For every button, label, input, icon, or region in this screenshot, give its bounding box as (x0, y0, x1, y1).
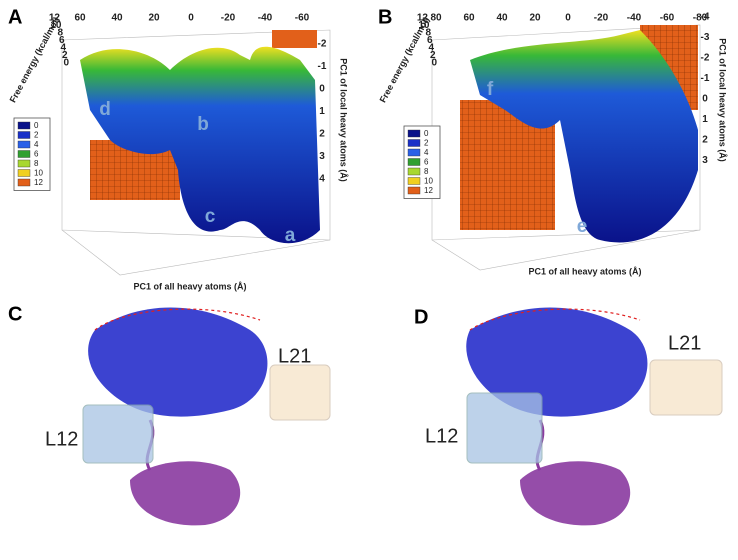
panel-label: B (378, 6, 392, 28)
loop-label: L12 (45, 428, 78, 450)
loop-label: L21 (278, 345, 311, 367)
legend-swatch (407, 129, 421, 138)
y-tick-label: 2 (319, 129, 325, 140)
legend-label: 4 (34, 140, 39, 149)
y-tick-label: 2 (702, 135, 708, 146)
z-tick-label: 6 (59, 35, 65, 46)
legend-label: 4 (424, 148, 429, 157)
z-tick-label: 12 (417, 13, 429, 24)
x-tick-label: 40 (111, 13, 123, 24)
x-tick-label: -20 (221, 13, 236, 24)
z-tick-label: 0 (63, 58, 69, 69)
x-tick-label: 20 (148, 13, 160, 24)
legend-swatch (17, 131, 31, 139)
legend-swatch (407, 148, 421, 157)
basin-label: b (197, 114, 209, 135)
z-tick-label: 2 (62, 50, 68, 61)
y-tick-label: -4 (701, 12, 710, 23)
legend-label: 12 (34, 178, 43, 187)
x-tick-label: -40 (627, 13, 642, 24)
panel-label: D (414, 306, 428, 328)
legend-swatch (17, 140, 31, 149)
y-tick-label: 0 (702, 94, 708, 105)
legend-label: 0 (424, 129, 429, 138)
y-tick-label: 1 (702, 114, 708, 125)
z-axis-label: Free energy (kcal/mol) (378, 15, 432, 104)
legend-label: 10 (424, 177, 433, 186)
z-tick-label: 8 (425, 28, 431, 39)
x-tick-label: 60 (463, 13, 475, 24)
legend-label: 8 (34, 159, 39, 168)
panel-b-plot (431, 24, 701, 271)
y-tick-label: 0 (319, 84, 325, 95)
x-tick-label: -40 (258, 13, 273, 24)
loop-label: L12 (425, 425, 458, 447)
legend-label: 2 (424, 139, 429, 148)
legend-swatch (17, 178, 31, 187)
y-tick-label: -1 (318, 61, 327, 72)
legend-swatch (407, 186, 421, 195)
panel-d-structure (466, 307, 723, 526)
y-tick-label: 4 (319, 174, 325, 185)
panel-c-structure (82, 307, 331, 526)
x-axis-label: PC1 of all heavy atoms (Å) (528, 266, 641, 276)
legend-swatch (407, 158, 421, 166)
basin-label: d (99, 99, 111, 120)
y-tick-label: 3 (319, 151, 325, 162)
y-tick-label: -2 (701, 53, 710, 64)
z-tick-label: 4 (60, 43, 66, 54)
y-tick-label: -2 (318, 39, 327, 50)
y-tick-label: 1 (319, 106, 325, 117)
legend-label: 6 (424, 158, 429, 167)
legend-label: 10 (34, 169, 43, 178)
x-tick-label: -80 (693, 13, 708, 24)
x-tick-label: -60 (660, 13, 675, 24)
z-tick-label: 8 (57, 28, 63, 39)
x-tick-label: 60 (74, 13, 86, 24)
legend-swatch (17, 169, 31, 177)
basin-label: e (577, 216, 588, 237)
panel-a-plot (61, 29, 331, 276)
x-tick-label: 40 (496, 13, 508, 24)
z-axis-label: Free energy (kcal/mol) (8, 15, 62, 104)
basin-label: c (205, 206, 216, 227)
basin-label: f (487, 79, 494, 100)
x-tick-label: 0 (188, 13, 194, 24)
x-tick-label: 20 (529, 13, 541, 24)
legend-label: 8 (424, 167, 429, 176)
y-axis-label: PC1 of local heavy atoms (Å) (339, 58, 349, 182)
legend-swatch (407, 177, 421, 185)
legend-swatch (17, 121, 31, 130)
y-axis-label: PC1 of local heavy atoms (Å) (718, 38, 728, 162)
x-tick-label: 80 (430, 13, 442, 24)
legend-swatch (17, 150, 31, 158)
legend-label: 2 (34, 131, 39, 140)
y-tick-label: -3 (701, 32, 710, 43)
legend-swatch (407, 139, 421, 147)
z-tick-label: 10 (50, 20, 62, 31)
panel-label: A (8, 6, 22, 28)
basin-label: a (285, 225, 296, 246)
legend-swatch (407, 167, 421, 176)
z-tick-label: 0 (431, 58, 437, 69)
legend-swatch (17, 159, 31, 168)
panel-label: C (8, 303, 22, 325)
legend-label: 12 (424, 186, 433, 195)
x-axis-label: PC1 of all heavy atoms (Å) (133, 281, 246, 291)
x-tick-label: -60 (295, 13, 310, 24)
legend-label: 6 (34, 150, 39, 159)
y-tick-label: 3 (702, 155, 708, 166)
z-tick-label: 10 (418, 20, 430, 31)
y-tick-label: -1 (701, 73, 710, 84)
legend-label: 0 (34, 121, 39, 130)
loop-label: L21 (668, 332, 701, 354)
z-tick-label: 12 (49, 13, 61, 24)
z-tick-label: 6 (427, 35, 433, 46)
z-tick-label: 2 (430, 50, 436, 61)
z-tick-label: 4 (428, 43, 434, 54)
x-tick-label: -20 (594, 13, 609, 24)
x-tick-label: 0 (565, 13, 571, 24)
